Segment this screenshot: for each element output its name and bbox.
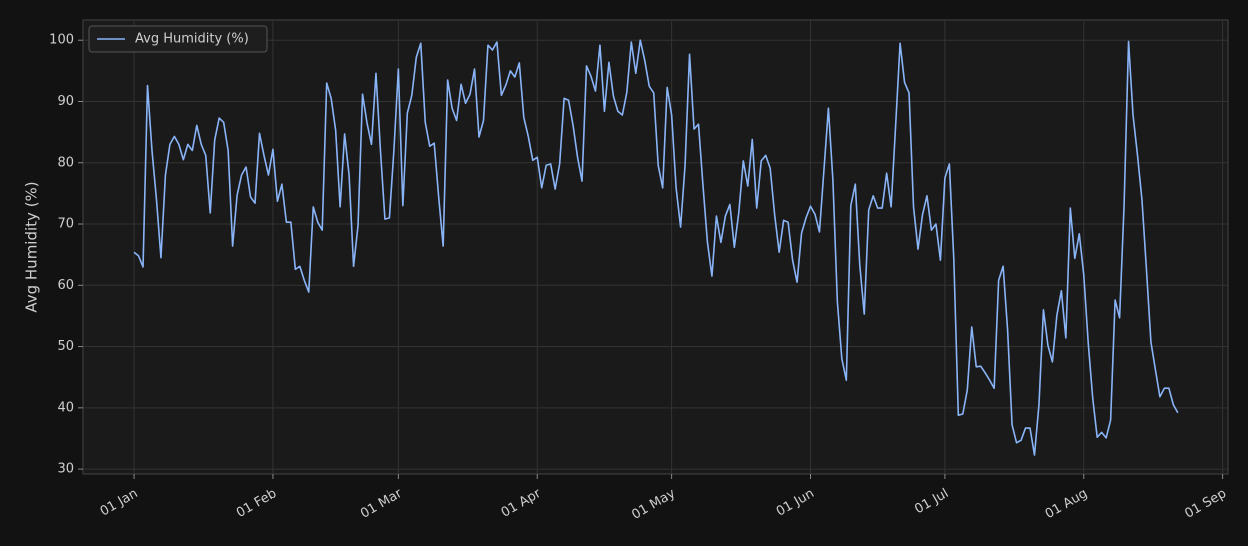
- plot-area: [82, 19, 1229, 475]
- legend-label: Avg Humidity (%): [135, 32, 249, 47]
- data-line: [133, 39, 1179, 456]
- legend-box: [88, 25, 268, 53]
- y-axis-label: Avg Humidity (%): [23, 181, 41, 312]
- y-tick-label: 30: [57, 462, 74, 477]
- y-tick-label: 90: [57, 94, 74, 109]
- legend: Avg Humidity (%): [88, 25, 268, 53]
- y-tick-label: 60: [57, 278, 74, 293]
- y-tick-label: 80: [57, 155, 74, 170]
- y-tick-label: 100: [49, 33, 74, 48]
- y-tick-label: 40: [57, 400, 74, 415]
- y-tick-label: 70: [57, 217, 74, 232]
- y-tick-label: 50: [57, 339, 74, 354]
